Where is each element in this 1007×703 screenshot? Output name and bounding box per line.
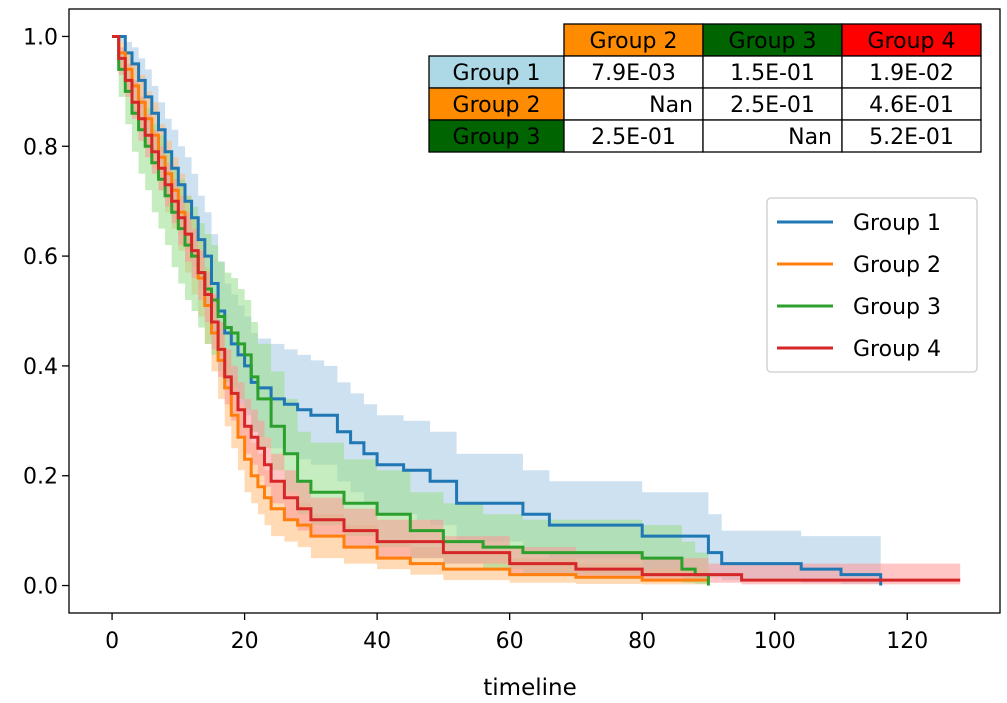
table-cell-value: 7.9E-03 bbox=[591, 61, 676, 86]
y-tick-label: 0.8 bbox=[23, 135, 58, 160]
y-tick-label: 0.2 bbox=[23, 465, 58, 490]
table-cell-value: 5.2E-01 bbox=[869, 125, 954, 150]
group-1-legend-label: Group 1 bbox=[853, 211, 941, 236]
table-cell-value: Nan bbox=[649, 93, 693, 118]
table-row-header-label: Group 2 bbox=[453, 93, 541, 118]
table-cell-value: 1.9E-02 bbox=[869, 61, 954, 86]
table-cell bbox=[841, 119, 982, 153]
x-tick-label: 60 bbox=[496, 629, 524, 654]
pvalue-table: Group 2 Group 3 Group 4 Group 1 7.9E-03 1.5E-… bbox=[428, 23, 982, 153]
table-cell bbox=[563, 87, 704, 121]
table-col-header-label: Group 2 bbox=[590, 29, 678, 54]
x-tick-label: 0 bbox=[105, 629, 119, 654]
group-4-legend-label: Group 4 bbox=[853, 337, 941, 362]
y-tick-label: 0.4 bbox=[23, 355, 58, 380]
legend: Group 1 Group 2 Group 3 Group 4 bbox=[766, 197, 978, 373]
x-tick-label: 80 bbox=[628, 629, 656, 654]
table-cell bbox=[702, 87, 843, 121]
group-1-survival-line bbox=[112, 35, 883, 586]
x-tick-label: 20 bbox=[231, 629, 259, 654]
table-cell bbox=[563, 55, 704, 89]
table-cell-value: 2.5E-01 bbox=[591, 125, 676, 150]
x-tick-label: 100 bbox=[754, 629, 796, 654]
x-axis-label: timeline bbox=[483, 675, 576, 701]
group-3-legend-label: Group 3 bbox=[853, 295, 941, 320]
table-row-header-label: Group 1 bbox=[453, 61, 541, 86]
group-2-survival-line bbox=[112, 35, 709, 582]
table-cell bbox=[841, 55, 982, 89]
table-row-header-label: Group 3 bbox=[453, 125, 541, 150]
y-tick-label: 1.0 bbox=[23, 25, 58, 50]
group-3-survival-line bbox=[112, 35, 710, 586]
y-tick-label: 0.0 bbox=[23, 575, 58, 600]
table-cell-value: 2.5E-01 bbox=[730, 93, 815, 118]
survival-lines bbox=[112, 35, 961, 586]
x-tick-label: 120 bbox=[886, 629, 928, 654]
table-cell-value: 1.5E-01 bbox=[730, 61, 815, 86]
table-col-header-cell bbox=[702, 23, 843, 57]
legend-box bbox=[766, 197, 978, 373]
table-col-header-cell bbox=[841, 23, 982, 57]
x-tick-label: 40 bbox=[363, 629, 391, 654]
y-tick-label: 0.6 bbox=[23, 245, 58, 270]
table-col-header-label: Group 3 bbox=[729, 29, 817, 54]
table-cell bbox=[702, 119, 843, 153]
group-4-survival-line bbox=[112, 35, 961, 582]
y-axis: 0.0 0.2 0.4 0.6 0.8 1.0 bbox=[23, 25, 69, 600]
table-cell bbox=[841, 87, 982, 121]
group-2-legend-label: Group 2 bbox=[853, 253, 941, 278]
plot-frame bbox=[68, 8, 1001, 614]
x-axis: 0 20 40 60 80 100 120 bbox=[105, 613, 928, 654]
table-col-header-label: Group 4 bbox=[868, 29, 956, 54]
table-cell-value: Nan bbox=[788, 125, 832, 150]
table-cell-value: 4.6E-01 bbox=[869, 93, 954, 118]
table-row-header-cell bbox=[428, 55, 565, 89]
